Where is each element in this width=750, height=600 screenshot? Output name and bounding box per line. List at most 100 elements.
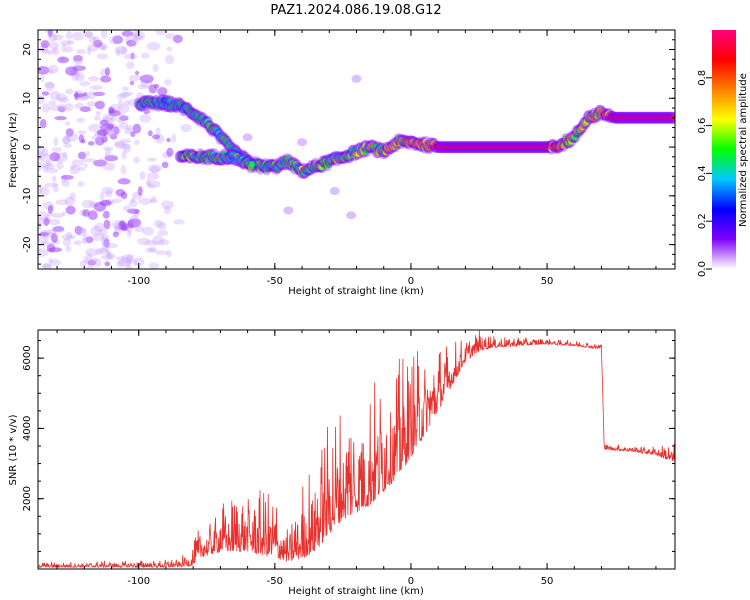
noise-blob bbox=[242, 133, 253, 142]
colorbar-tick-label: 0.8 bbox=[697, 70, 708, 86]
noise-blob bbox=[55, 93, 67, 102]
colorbar-tick-label: 0.2 bbox=[697, 213, 708, 229]
noise-blob bbox=[45, 160, 52, 168]
noise-blob bbox=[65, 121, 71, 126]
noise-blob bbox=[86, 253, 93, 264]
noise-blob bbox=[155, 30, 167, 36]
noise-blob bbox=[51, 228, 65, 233]
noise-blob bbox=[150, 166, 160, 173]
noise-blob bbox=[112, 35, 121, 42]
noise-blob bbox=[48, 247, 62, 253]
noise-blob bbox=[180, 123, 192, 133]
noise-blob bbox=[115, 189, 126, 197]
noise-blob bbox=[73, 93, 86, 98]
noise-blob bbox=[63, 135, 70, 145]
noise-blob bbox=[154, 250, 169, 255]
noise-blob bbox=[147, 164, 162, 173]
noise-blob bbox=[48, 100, 57, 106]
noise-blob bbox=[81, 237, 88, 245]
noise-blob bbox=[140, 52, 150, 59]
colorbar-tick-label: 0.6 bbox=[697, 118, 708, 134]
noise-blob bbox=[129, 80, 135, 86]
noise-blob bbox=[100, 75, 112, 83]
noise-blob bbox=[145, 247, 155, 253]
noise-blob bbox=[129, 38, 139, 45]
snr-y-axis-label: SNR (10 * v/v) bbox=[8, 414, 19, 485]
noise-blob bbox=[132, 123, 141, 134]
noise-blob bbox=[42, 262, 52, 269]
noise-blob bbox=[63, 237, 71, 247]
noise-blob bbox=[87, 260, 97, 266]
noise-blob bbox=[88, 75, 100, 82]
noise-blob bbox=[110, 115, 118, 122]
noise-blob bbox=[38, 210, 48, 221]
noise-blob bbox=[147, 183, 155, 188]
noise-blob bbox=[119, 115, 129, 121]
noise-blob bbox=[172, 34, 183, 44]
noise-blob bbox=[70, 165, 76, 170]
noise-blob bbox=[87, 43, 99, 52]
noise-blob bbox=[122, 91, 134, 96]
noise-blob bbox=[132, 210, 140, 218]
x-tick-label: -50 bbox=[267, 276, 283, 287]
y-tick-label: 20 bbox=[22, 43, 33, 56]
noise-blob bbox=[49, 90, 61, 101]
y-tick-label: 10 bbox=[22, 92, 33, 105]
noise-blob bbox=[76, 48, 87, 55]
noise-blob bbox=[133, 258, 138, 267]
noise-blob bbox=[88, 141, 95, 146]
noise-blob bbox=[38, 145, 46, 155]
noise-blob bbox=[75, 72, 85, 82]
noise-blob bbox=[86, 91, 97, 100]
noise-blob bbox=[65, 31, 73, 40]
noise-blob bbox=[113, 125, 120, 135]
noise-blob bbox=[147, 180, 161, 189]
noise-blob bbox=[351, 74, 362, 83]
noise-blob bbox=[48, 258, 53, 264]
noise-blob bbox=[52, 175, 57, 183]
noise-blob bbox=[100, 124, 114, 131]
noise-blob bbox=[166, 137, 171, 143]
y-tick-label: 4000 bbox=[22, 416, 33, 441]
noise-blob bbox=[111, 128, 121, 135]
noise-blob bbox=[99, 199, 112, 206]
noise-blob bbox=[101, 46, 106, 52]
noise-blob bbox=[57, 105, 66, 113]
noise-blob bbox=[152, 134, 161, 140]
noise-blob bbox=[117, 116, 125, 124]
noise-blob bbox=[155, 127, 161, 135]
noise-blob bbox=[81, 199, 95, 209]
noise-blob bbox=[51, 212, 63, 219]
noise-blob bbox=[38, 234, 49, 245]
y-tick-label: 0 bbox=[22, 144, 33, 150]
noise-blob bbox=[95, 111, 101, 116]
noise-blob bbox=[125, 257, 132, 267]
noise-blob bbox=[153, 219, 164, 228]
noise-blob bbox=[79, 260, 87, 267]
noise-blob bbox=[76, 227, 88, 237]
noise-blob bbox=[85, 150, 90, 157]
noise-blob bbox=[138, 197, 153, 205]
noise-blob bbox=[103, 146, 114, 151]
noise-blob bbox=[47, 30, 53, 38]
noise-blob bbox=[147, 157, 157, 162]
noise-blob bbox=[69, 192, 76, 200]
noise-blob bbox=[69, 164, 80, 175]
noise-blob bbox=[99, 192, 105, 201]
noise-blob bbox=[105, 249, 111, 256]
noise-blob bbox=[94, 100, 105, 110]
colorbar-strip bbox=[712, 30, 736, 269]
noise-blob bbox=[130, 52, 135, 60]
snr-series-line bbox=[38, 330, 675, 569]
noise-blob bbox=[101, 135, 108, 143]
noise-blob bbox=[297, 138, 308, 147]
noise-blob bbox=[41, 91, 50, 96]
noise-blob bbox=[88, 123, 103, 133]
noise-blob bbox=[83, 256, 88, 264]
noise-blob bbox=[72, 31, 85, 41]
noise-blob bbox=[72, 55, 83, 62]
noise-blob bbox=[65, 132, 79, 142]
noise-blob bbox=[146, 41, 161, 51]
noise-blob bbox=[79, 81, 91, 87]
noise-blob bbox=[92, 91, 105, 97]
